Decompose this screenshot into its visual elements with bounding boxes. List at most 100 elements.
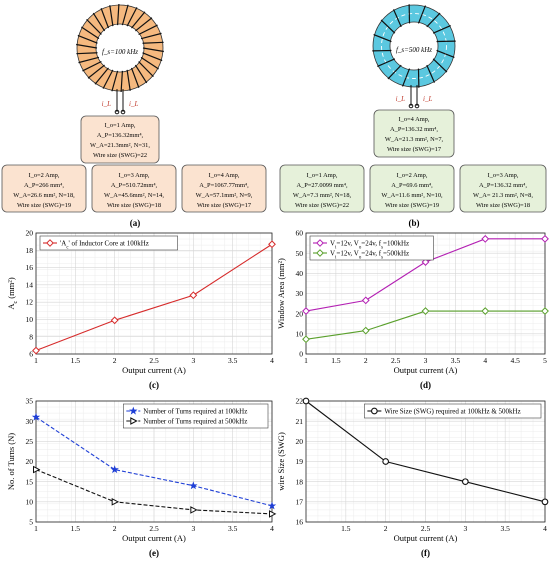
toroid-b: f_s=500 kHz i_L i_L I_o=4 Amp, A_P=136.3… [279, 4, 547, 228]
svg-text:A_P=27.0099 mm⁴,: A_P=27.0099 mm⁴, [296, 182, 348, 189]
svg-text:Wire size (SWG)=22: Wire size (SWG)=22 [93, 152, 147, 159]
core-a-winding [76, 43, 98, 49]
y-tick-label: 6 [29, 350, 33, 359]
y-tick-label: 15 [26, 477, 34, 486]
core-a-ring [77, 5, 163, 91]
x-tick-label: 3 [191, 524, 195, 533]
x-tick-label: 1 [34, 524, 38, 533]
y-tick-label: 22 [296, 397, 304, 406]
plot-frame [35, 232, 273, 355]
data-point-1 [421, 258, 430, 266]
core-b-winding [432, 58, 448, 73]
core-a-winding [116, 3, 120, 26]
y-axis-label: wire Size (SWG) [276, 432, 286, 491]
x-axis-label: Output current (A) [394, 533, 458, 543]
caption-d: (d) [420, 380, 431, 390]
core-a-winding [142, 52, 163, 62]
svg-text:W_A=7.3 mm², N=18,: W_A=7.3 mm², N=18, [293, 192, 352, 199]
x-tick-label: 1.5 [71, 356, 81, 365]
x-tick-label: 2.5 [149, 356, 159, 365]
y-tick-label: 30 [296, 289, 304, 298]
x-tick-label: 1.5 [71, 524, 81, 533]
svg-text:W_A=11.6 mm², N=10,: W_A=11.6 mm², N=10, [381, 192, 443, 199]
core-b-winding [373, 33, 392, 43]
data-point-2 [541, 307, 549, 315]
freq-label-a: f_s=100 kHz [102, 48, 138, 56]
toroid-a: f_s=100 kHz i_L i_L I_o=1 Amp, A_P=136.3… [1, 3, 267, 228]
terminal-b2 [414, 103, 420, 109]
legend-label: Number of Turns required at 500kHz [143, 418, 247, 426]
svg-text:W_A=21.3mm², N=31,: W_A=21.3mm², N=31, [90, 142, 150, 149]
core-b-winding [401, 68, 411, 87]
y-tick-label: 16 [26, 263, 34, 272]
core-a-winding [102, 69, 114, 89]
data-point-1 [267, 501, 277, 510]
y-tick-label: 25 [26, 437, 34, 446]
param-box-b-1: I_o=1 Amp, A_P=27.0099 mm⁴, W_A=7.3 mm²,… [279, 164, 365, 213]
core-a-winding [87, 64, 105, 79]
core-a-winding [78, 56, 100, 64]
y-tick-label: 20 [296, 437, 304, 446]
x-tick-label: 2.5 [391, 356, 401, 365]
series-line-1 [35, 243, 273, 352]
x-tick-label: 5 [543, 356, 547, 365]
data-point-1 [541, 234, 549, 243]
x-tick-label: 1 [304, 356, 308, 365]
core-b-flux-path [381, 13, 447, 79]
svg-text:W_A=26.6 mm², N=18,: W_A=26.6 mm², N=18, [13, 192, 75, 199]
core-a-outer-edge [76, 4, 164, 92]
y-tick-label: 8 [29, 332, 33, 341]
x-tick-label: 2 [113, 356, 117, 365]
data-point-2 [421, 307, 430, 315]
x-tick-label: 3.5 [451, 356, 461, 365]
core-a-winding [94, 67, 109, 85]
x-tick-label: 2.5 [421, 524, 431, 533]
legend-swatch-marker [316, 239, 324, 247]
plot-frame [35, 400, 273, 523]
x-tick-label: 3 [463, 524, 467, 533]
svg-text:A_P=266 mm⁴,: A_P=266 mm⁴, [24, 182, 64, 189]
data-point-1 [110, 465, 119, 474]
data-point-1 [189, 481, 198, 490]
param-box-b-2: I_o=2 Amp, A_P=69.6 mm⁴, W_A=11.6 mm², N… [369, 164, 455, 213]
svg-text:W_A=57.1mm², N=9,: W_A=57.1mm², N=9, [196, 192, 253, 199]
legend-label: Number of Turns required at 100kHz [143, 408, 247, 416]
y-tick-label: 16 [296, 518, 304, 527]
x-tick-label: 2 [113, 524, 117, 533]
legend-swatch-marker [46, 239, 54, 247]
chart-f: 1.5 2 2.5 3 3.5 4 16 17 18 19 20 21 22 Output current… [276, 397, 549, 558]
x-tick-label: 1 [34, 356, 38, 365]
y-tick-label: 21 [296, 417, 304, 426]
toroid-core-100khz [76, 3, 164, 93]
svg-text:W_A=21.3 mm², N=7,: W_A=21.3 mm², N=7, [385, 136, 444, 143]
y-tick-label: 10 [296, 329, 304, 338]
x-axis-label: Output current (A) [122, 533, 186, 543]
y-axis-label: No. of Turns (N) [6, 433, 16, 490]
svg-text:A_P=510.72mm⁴,: A_P=510.72mm⁴, [111, 182, 158, 189]
x-tick-label: 2.5 [149, 524, 159, 533]
svg-text:A_P=136.32 mm⁴,: A_P=136.32 mm⁴, [390, 126, 438, 133]
data-point-1 [302, 307, 310, 315]
param-box-a-3: I_o=3 Amp, A_P=510.72mm⁴, W_A=45.6mm², N… [91, 164, 177, 213]
data-point-1 [31, 412, 41, 421]
svg-text:I_o=2 Amp,: I_o=2 Amp, [29, 172, 60, 179]
caption-c: (c) [149, 380, 159, 390]
legend-label: 'Ac' of Inductor Core at 100kHz [60, 240, 149, 251]
caption-b: (b) [409, 218, 420, 228]
plot-frame [305, 400, 546, 523]
current-label-b2: i_L [423, 95, 432, 103]
core-b-winding [432, 24, 451, 34]
svg-text:I_o=4 Amp,: I_o=4 Amp, [399, 116, 430, 123]
caption-e: (e) [149, 548, 159, 558]
terminal-b1 [408, 103, 414, 109]
y-tick-label: 20 [26, 457, 34, 466]
y-tick-label: 18 [296, 477, 304, 486]
x-tick-label: 3.5 [228, 356, 238, 365]
legend-box [39, 235, 178, 251]
svg-text:Wire size (SWG)=17: Wire size (SWG)=17 [197, 202, 252, 209]
core-a-winding [130, 67, 140, 88]
core-a-winding [126, 7, 138, 27]
terminal-a2 [120, 109, 126, 115]
param-box-a-4: I_o=4 Amp, A_P=1067.77mm⁴, W_A=57.1mm², … [181, 164, 267, 213]
legend-swatch-marker [316, 249, 324, 257]
